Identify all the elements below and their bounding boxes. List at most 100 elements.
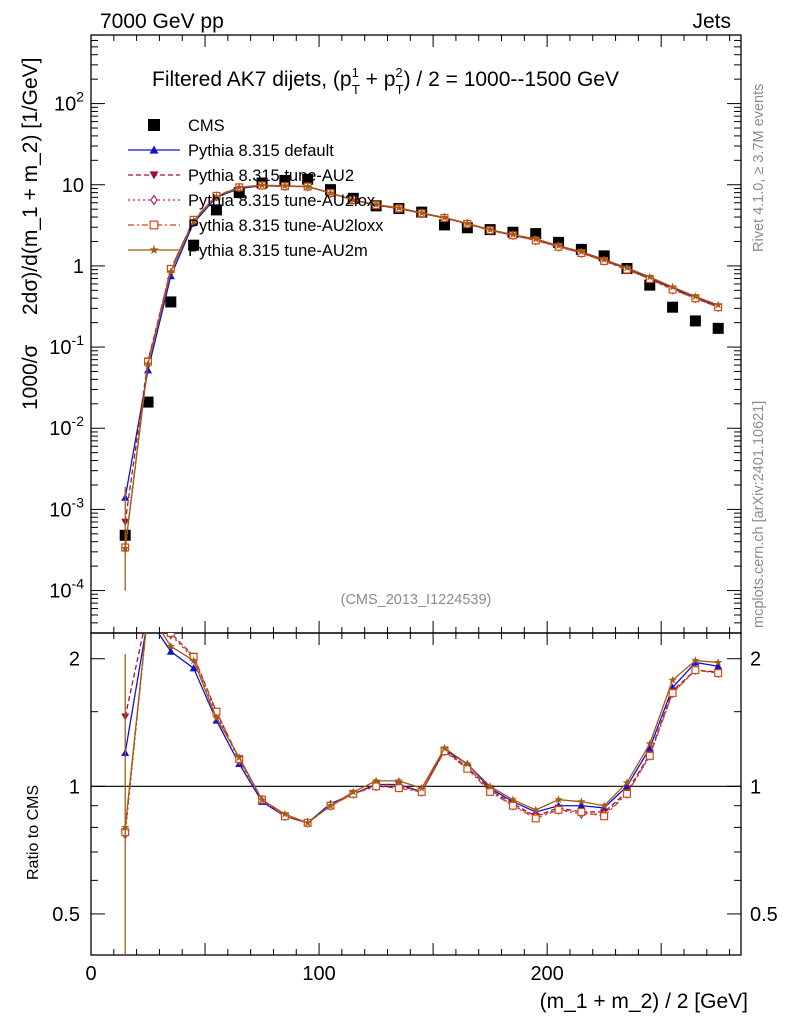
series-line bbox=[124, 184, 719, 549]
y-tick-exponent: -3 bbox=[72, 494, 85, 510]
main-series-group bbox=[119, 173, 724, 591]
marker-square bbox=[645, 751, 654, 760]
y-tick-base: 1 bbox=[73, 256, 84, 278]
marker-star bbox=[645, 739, 654, 748]
marker-star bbox=[166, 641, 176, 650]
marker-square bbox=[145, 607, 152, 614]
title-mid: + p bbox=[360, 68, 396, 91]
marker-star bbox=[394, 776, 404, 785]
ratio-tick-label-left: 1 bbox=[69, 776, 80, 798]
marker-star bbox=[485, 225, 495, 234]
marker-star bbox=[349, 787, 358, 796]
marker-star bbox=[645, 272, 654, 281]
marker-star bbox=[371, 776, 381, 785]
cms-data-point bbox=[667, 301, 679, 313]
marker-star bbox=[554, 795, 563, 804]
y-tick-label: 10 bbox=[62, 175, 84, 197]
cms-data-point bbox=[712, 322, 724, 334]
marker-star bbox=[349, 195, 358, 204]
marker-star bbox=[235, 182, 244, 191]
marker-star bbox=[577, 797, 586, 806]
marker-star bbox=[531, 805, 540, 814]
cms-data-point bbox=[530, 228, 542, 240]
analysis-id: (CMS_2013_I1224539) bbox=[341, 592, 492, 608]
y-tick-exponent: -1 bbox=[72, 332, 85, 348]
marker-star bbox=[508, 230, 518, 239]
marker-star bbox=[463, 759, 472, 768]
y-tick-base: 10 bbox=[49, 337, 71, 359]
marker-triangle-up bbox=[144, 366, 153, 374]
marker-star bbox=[212, 713, 221, 722]
ratio-tick-label-right: 0.5 bbox=[750, 904, 778, 926]
marker-star bbox=[714, 658, 723, 667]
marker-star bbox=[714, 300, 723, 309]
marker-triangle-down bbox=[144, 607, 152, 614]
marker-square bbox=[691, 666, 700, 675]
legend: CMS Pythia 8.315 default Pythia 8.315 tune… bbox=[128, 117, 384, 260]
marker-square bbox=[622, 789, 631, 798]
x-axis-title: (m_1 + m_2) / 2 [GeV] bbox=[540, 990, 748, 1013]
marker-star bbox=[166, 267, 176, 276]
y-axis-title: 1000/σ 2dσ)/d(m_1 + m_2) [1/GeV] bbox=[19, 58, 42, 411]
marker-star bbox=[440, 743, 449, 752]
marker-star bbox=[280, 181, 290, 190]
cms-data-point bbox=[689, 315, 701, 327]
marker-star bbox=[149, 245, 159, 254]
marker-square bbox=[577, 807, 586, 816]
cms-data-point bbox=[644, 279, 656, 291]
y-tick-exponent: 2 bbox=[76, 89, 84, 105]
marker-star bbox=[622, 778, 632, 787]
y-tick-base: 10 bbox=[62, 175, 84, 197]
marker-triangle-up bbox=[714, 662, 723, 670]
series-2 bbox=[121, 180, 722, 554]
marker-triangle-up bbox=[189, 664, 198, 672]
series-line bbox=[124, 184, 719, 548]
marker-square bbox=[600, 812, 609, 821]
ratio-series-3 bbox=[121, 607, 723, 837]
marker-star bbox=[303, 182, 312, 191]
marker-star bbox=[212, 192, 221, 201]
title-sub1: T bbox=[352, 82, 360, 97]
marker-square bbox=[166, 633, 175, 637]
marker-star bbox=[303, 818, 312, 827]
marker-star bbox=[599, 801, 609, 810]
legend-label: Pythia 8.315 tune-AU2 bbox=[188, 167, 354, 185]
ratio-series-2 bbox=[121, 633, 722, 840]
marker-star bbox=[144, 606, 152, 614]
cms-data-point bbox=[188, 239, 200, 251]
y-axis-prefix: 1000/σ bbox=[19, 344, 42, 410]
series-line bbox=[124, 184, 719, 549]
legend-label: Pythia 8.315 default bbox=[188, 142, 334, 160]
marker-star bbox=[622, 263, 632, 272]
legend-label: Pythia 8.315 tune-AU2m bbox=[188, 242, 368, 260]
marker-star bbox=[235, 753, 244, 761]
y-tick-exponent: -4 bbox=[72, 576, 85, 592]
title-sup2: 2 bbox=[395, 65, 402, 80]
series-3 bbox=[121, 181, 723, 552]
rivet-label: Rivet 4.1.0, ≥ 3.7M events bbox=[751, 84, 767, 252]
marker-triangle-up bbox=[149, 145, 159, 154]
marker-star bbox=[280, 809, 290, 818]
cms-data-point bbox=[302, 173, 314, 185]
marker-star bbox=[189, 216, 198, 225]
legend-label: CMS bbox=[188, 117, 225, 135]
x-tick-label: 0 bbox=[85, 963, 96, 985]
y-tick-base: 10 bbox=[49, 418, 71, 440]
marker-square bbox=[508, 801, 517, 810]
marker-square bbox=[372, 782, 381, 791]
marker-star bbox=[257, 180, 267, 189]
ratio-axis-ticks: 0 100 200 0.5 0.5 1 1 2 2 bbox=[52, 633, 778, 985]
marker-star bbox=[371, 200, 381, 209]
marker-star bbox=[326, 188, 335, 197]
cms-data-point bbox=[210, 204, 222, 216]
marker-star bbox=[691, 656, 700, 665]
marker-triangle-up bbox=[166, 647, 175, 655]
marker-star bbox=[257, 795, 267, 804]
marker-square bbox=[668, 689, 677, 698]
y-axis-main: 2dσ)/d(m_1 + m_2) [1/GeV] bbox=[19, 58, 42, 316]
ratio-axis-title: Ratio to CMS bbox=[25, 785, 42, 880]
marker-star bbox=[691, 292, 700, 301]
ratio-tick-label-right: 2 bbox=[750, 649, 761, 671]
